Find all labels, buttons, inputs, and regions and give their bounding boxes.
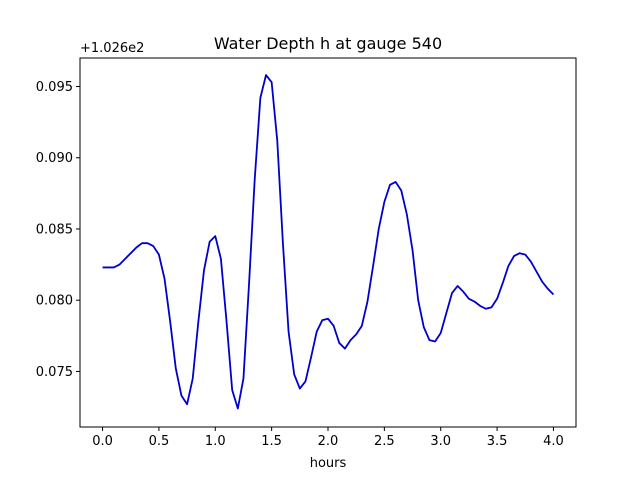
x-tick-label-6: 3.0 [430,434,451,449]
y-axis-offset-label: +1.026e2 [80,41,144,56]
x-tick-label-1: 0.5 [149,434,170,449]
x-tick-label-4: 2.0 [318,434,339,449]
y-tick-label-1: 0.080 [36,294,73,309]
chart-title: Water Depth h at gauge 540 [214,34,442,53]
x-tick-label-3: 1.5 [261,434,282,449]
x-tick-label-5: 2.5 [374,434,395,449]
x-tick-label-0: 0.0 [92,434,113,449]
series-line-0 [102,74,555,410]
y-tick-label-2: 0.085 [36,222,73,237]
y-tick-label-4: 0.095 [36,80,73,95]
plot-area: 0.0 0.5 1.0 1.5 2.0 2.5 3.0 3.5 4.0 0.075 0.080 0.0… [36,57,577,449]
y-tick-label-0: 0.075 [36,365,73,380]
x-axis-label: hours [310,456,347,471]
x-tick-label-7: 3.5 [487,434,508,449]
y-tick-label-3: 0.090 [36,151,73,166]
x-tick-label-8: 4.0 [543,434,564,449]
x-tick-label-2: 1.0 [205,434,226,449]
